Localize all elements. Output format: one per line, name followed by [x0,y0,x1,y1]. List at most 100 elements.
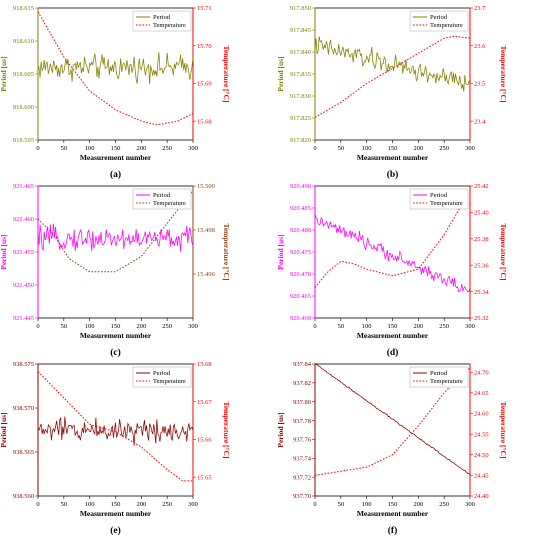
x-tick-label: 300 [465,501,475,508]
y-tick-label-left: 920.465 [290,293,311,300]
y-tick-label-left: 918.600 [13,104,34,111]
legend-label-temperature: Temperature [430,378,463,385]
legend-label-temperature: Temperature [153,378,186,385]
y-tick-label-right: 24.45 [474,473,489,480]
x-tick-label: 100 [362,323,372,330]
y-tick-label-right: 25.40 [474,210,489,217]
series-period-line [37,52,194,85]
legend-label-period: Period [153,370,171,377]
x-tick-label: 100 [85,501,95,508]
x-tick-label: 150 [388,145,398,152]
x-tick-label: 0 [313,501,316,508]
y-tick-label-left: 937.70 [293,493,311,500]
x-tick-label: 200 [413,145,423,152]
chart-panel-3: 0 50 100 150 200 250 300 921.445 921.450 921.455 9… [0,183,231,358]
x-tick-label: 150 [388,501,398,508]
panel-label: (c) [110,347,121,358]
x-tick-label: 50 [338,323,345,330]
x-tick-label: 200 [136,145,146,152]
y-tick-label-right: 24.65 [474,390,489,397]
y-tick-label-right: 15.70 [197,43,212,50]
y-tick-label-left: 938.560 [13,493,34,500]
legend-box [409,366,469,388]
y-axis-title-right: Temperature [°C] [222,46,231,103]
y-axis-title-right: Temperature [°C] [499,224,508,281]
y-tick-label-left: 918.610 [13,38,34,45]
y-tick-label-left: 938.575 [13,361,34,368]
x-tick-label: 50 [61,323,68,330]
y-tick-label-right: 15.65 [197,474,212,481]
x-tick-label: 300 [465,145,475,152]
x-tick-label: 250 [162,323,172,330]
x-tick-label: 0 [313,323,316,330]
chart-panel-2: 0 50 100 150 200 250 300 917.820 917.825 917.830 9… [276,5,508,180]
y-tick-label-left: 920.475 [290,249,311,256]
y-tick-label-left: 937.80 [293,399,311,406]
legend-label-temperature: Temperature [430,200,463,207]
y-tick-label-left: 921.445 [13,315,34,322]
legend-box [409,188,469,210]
y-axis-title-right: Temperature [°C] [222,224,231,281]
x-tick-label: 300 [188,501,198,508]
panel-label: (d) [387,347,399,358]
y-tick-label-right: 15.71 [197,5,212,12]
y-tick-label-left: 918.605 [13,71,34,78]
y-tick-label-left: 937.76 [293,437,312,444]
y-axis-title-left: Period [us] [276,234,285,269]
x-tick-label: 250 [439,323,449,330]
y-axis-title-left: Period [us] [0,412,8,447]
y-tick-label-left: 917.835 [290,71,311,78]
y-tick-label-right: 24.70 [474,369,489,376]
y-tick-label-left: 918.615 [13,5,34,12]
y-tick-label-right: 15.69 [197,81,212,88]
x-tick-label: 0 [36,145,39,152]
y-axis-title-left: Period [us] [0,234,8,269]
y-tick-label-right: 24.50 [474,452,489,459]
legend-box [132,188,192,210]
legend-label-temperature: Temperature [153,200,186,207]
y-tick-label-left: 938.565 [13,449,34,456]
series-temperature-line [314,367,471,476]
legend-box [409,10,469,32]
legend-label-period: Period [430,370,448,377]
x-tick-label: 300 [188,323,198,330]
y-tick-label-right: 25.36 [474,262,489,269]
panel-label: (f) [388,525,398,536]
x-tick-label: 50 [61,145,68,152]
series-period-line [314,212,471,293]
x-tick-label: 100 [362,145,372,152]
y-tick-label-right: 25.42 [474,183,489,190]
y-tick-label-left: 917.820 [290,137,311,144]
series-period-line [37,416,194,446]
panel-label: (e) [110,525,121,536]
y-axis-title-left: Period [us] [276,412,285,447]
y-tick-label-left: 921.465 [13,183,34,190]
x-tick-label: 250 [439,501,449,508]
y-tick-label-right: 23.7 [474,5,486,12]
x-tick-label: 100 [362,501,372,508]
y-tick-label-left: 917.845 [290,27,311,34]
y-tick-label-left: 920.460 [290,315,311,322]
series-period-line [314,36,471,92]
chart-panel-4: 0 50 100 150 200 250 300 920.460 920.465 920.470 9… [276,183,508,358]
x-axis-title: Measurement number [357,331,429,340]
series-temperature-line [37,371,193,482]
y-tick-label-left: 920.470 [290,271,311,278]
x-tick-label: 50 [338,145,345,152]
x-tick-label: 100 [85,145,95,152]
panel-label: (b) [387,169,399,180]
series-temperature-line [37,190,194,273]
y-axis-title-right: Temperature [°C] [222,402,231,459]
y-tick-label-left: 921.460 [13,216,34,223]
y-tick-label-left: 921.455 [13,249,34,256]
y-tick-label-left: 917.830 [290,93,311,100]
legend-box [132,10,192,32]
y-tick-label-right: 23.4 [474,118,486,125]
x-tick-label: 0 [313,145,316,152]
series-period-line [314,363,471,475]
y-tick-label-right: 25.34 [474,289,489,296]
y-tick-label-right: 15.67 [197,399,212,406]
series-temperature-line [37,11,194,126]
y-tick-label-right: 24.40 [474,493,489,500]
series-period-line [37,223,194,252]
